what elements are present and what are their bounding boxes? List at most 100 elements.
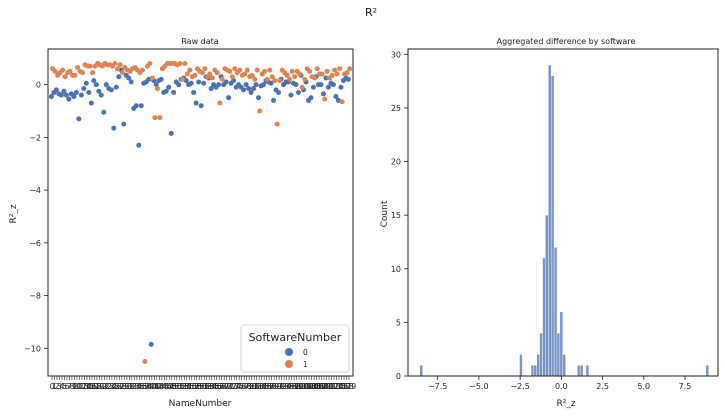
histogram-bar — [579, 365, 584, 377]
scatter-point-series-0 — [223, 79, 229, 85]
histogram-y-tick-label: 30 — [391, 50, 401, 59]
histogram-bar — [419, 365, 423, 377]
histogram-bar — [556, 332, 561, 377]
scatter-point-series-0 — [108, 87, 114, 93]
scatter-point-series-1 — [152, 115, 158, 121]
scatter-x-tick-label: 89 — [269, 382, 279, 391]
scatter-x-tick-label: 107 — [312, 382, 327, 391]
histogram-x-tick-label: 0.0 — [555, 382, 568, 391]
scatter-x-label: NameNumber — [169, 399, 232, 409]
histogram-bar — [705, 365, 709, 377]
scatter-point-series-1 — [112, 61, 118, 67]
scatter-point-series-0 — [325, 84, 331, 90]
scatter-point-series-1 — [157, 115, 163, 121]
scatter-point-series-0 — [98, 92, 104, 98]
scatter-y-tick-label: −2 — [29, 133, 41, 142]
histogram-x-tick-label: 2.5 — [596, 382, 609, 391]
scatter-x-tick-label: 106 — [309, 382, 324, 391]
scatter-point-series-0 — [113, 84, 119, 90]
histogram-bar — [559, 311, 563, 377]
scatter-point-series-0 — [196, 79, 202, 85]
scatter-x-tick-label: 45 — [160, 382, 170, 391]
scatter-x-tick-label: 49 — [170, 382, 180, 391]
scatter-point-series-0 — [271, 97, 277, 103]
scatter-x-tick-label: 119 — [342, 382, 357, 391]
scatter-x-tick-label: 90 — [272, 382, 282, 391]
scatter-x-tick-label: 75 — [234, 382, 244, 391]
scatter-point-series-1 — [242, 71, 248, 77]
histogram-bar — [553, 247, 558, 377]
scatter-x-tick-label: 10 — [72, 382, 82, 391]
scatter-point-series-0 — [61, 88, 67, 94]
scatter-point-series-1 — [75, 64, 81, 70]
scatter-point-series-0 — [241, 87, 247, 93]
scatter-point-series-0 — [276, 90, 282, 96]
scatter-x-tick-label: 100 — [294, 382, 309, 391]
scatter-x-tick-label: 115 — [332, 382, 347, 391]
scatter-x-tick-label: 85 — [259, 382, 269, 391]
scatter-point-series-0 — [345, 76, 351, 82]
scatter-x-tick-label: 17 — [90, 382, 100, 391]
histogram-title: Aggregated difference by software — [497, 37, 636, 46]
scatter-x-tick-label: 65 — [209, 382, 219, 391]
scatter-x-tick-label: 82 — [252, 382, 262, 391]
scatter-x-tick-label: 68 — [217, 382, 227, 391]
histogram-y-tick-label: 5 — [396, 318, 401, 327]
scatter-x-tick-label: 87 — [264, 382, 274, 391]
scatter-x-tick-label: 94 — [282, 382, 292, 391]
scatter-frame — [47, 48, 354, 377]
scatter-x-tick-label: 63 — [204, 382, 214, 391]
scatter-point-series-0 — [166, 84, 172, 90]
scatter-point-series-0 — [63, 92, 69, 98]
scatter-point-series-0 — [78, 92, 84, 98]
scatter-x-tick-label: 11 — [75, 382, 85, 391]
scatter-x-tick-label: 108 — [314, 382, 329, 391]
scatter-x-tick-label: 25 — [110, 382, 120, 391]
histogram-bar — [530, 365, 535, 377]
scatter-point-series-0 — [163, 88, 169, 94]
scatter-x-tick-label: 78 — [242, 382, 252, 391]
scatter-point-series-1 — [237, 67, 243, 73]
scatter-x-tick-label: 105 — [307, 382, 322, 391]
scatter-x-tick-label: 20 — [97, 382, 107, 391]
scatter-point-series-0 — [73, 90, 79, 96]
scatter-point-series-0 — [53, 87, 59, 93]
scatter-x-tick-label: 42 — [152, 382, 162, 391]
histogram-bar — [539, 332, 543, 377]
scatter-x-tick-label: 51 — [175, 382, 185, 391]
scatter-x-tick-label: 74 — [232, 382, 242, 391]
scatter-point-series-0 — [208, 86, 214, 92]
scatter-point-series-0 — [308, 95, 314, 101]
scatter-x-tick-label: 103 — [302, 382, 317, 391]
scatter-x-tick-label: 47 — [165, 382, 175, 391]
scatter-x-tick-label: 44 — [157, 382, 167, 391]
scatter-point-series-1 — [269, 74, 275, 80]
scatter-x-tick-label: 61 — [199, 382, 209, 391]
scatter-point-series-1 — [307, 68, 313, 74]
histogram-y-tick-label: 20 — [391, 158, 401, 167]
scatter-point-series-1 — [149, 75, 155, 81]
scatter-point-series-0 — [91, 78, 97, 84]
scatter-x-tick-label: 72 — [227, 382, 237, 391]
scatter-point-series-0 — [246, 86, 252, 92]
scatter-point-series-0 — [198, 103, 204, 109]
scatter-point-series-0 — [338, 84, 344, 90]
scatter-point-series-1 — [347, 66, 353, 72]
scatter-point-series-0 — [96, 88, 102, 94]
histogram-y-label: Count — [380, 200, 390, 227]
scatter-point-series-1 — [249, 72, 255, 78]
scatter-x-tick-label: 6 — [65, 382, 70, 391]
scatter-point-series-0 — [248, 90, 254, 96]
scatter-point-series-0 — [153, 82, 159, 88]
scatter-x-tick-label: 80 — [247, 382, 257, 391]
scatter-point-series-1 — [254, 67, 260, 73]
scatter-x-tick-label: 76 — [237, 382, 247, 391]
scatter-x-tick-label: 8 — [70, 382, 75, 391]
scatter-point-series-1 — [187, 67, 193, 73]
scatter-point-series-1 — [199, 70, 205, 76]
scatter-x-tick-label: 15 — [85, 382, 95, 391]
scatter-point-series-1 — [87, 63, 93, 69]
scatter-x-tick-label: 5 — [62, 382, 67, 391]
histogram-y-tick-label: 25 — [391, 104, 401, 113]
